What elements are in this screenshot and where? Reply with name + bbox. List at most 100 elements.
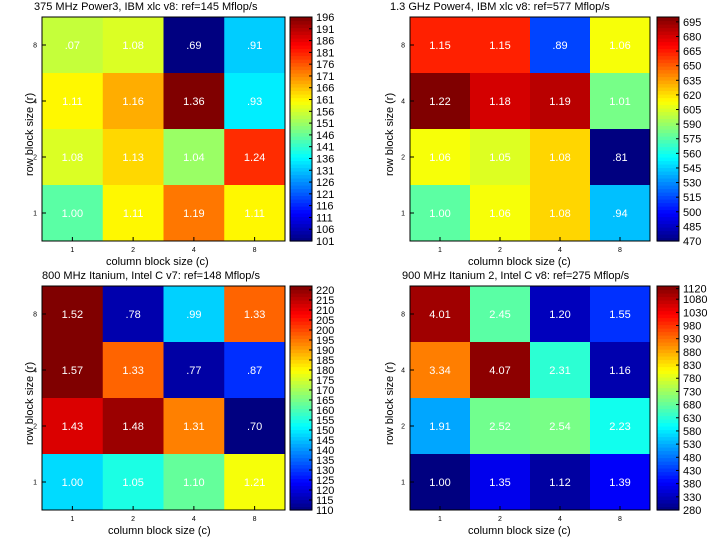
colorbar-strip <box>290 38 312 43</box>
colorbar-tick-label: 166 <box>316 83 334 95</box>
colorbar-strip <box>657 125 679 130</box>
heatmap-cell <box>530 398 591 455</box>
colorbar-tick-label: 620 <box>683 90 701 102</box>
colorbar-strip <box>290 352 312 357</box>
heatmap-cell <box>590 398 651 455</box>
cell-label: 1.16 <box>609 365 630 377</box>
heatmap-cell <box>102 73 164 130</box>
cell-label: 1.00 <box>62 477 83 489</box>
colorbar-strip <box>657 387 679 392</box>
colorbar-strip <box>290 73 312 78</box>
heatmap-cell <box>102 342 164 399</box>
colorbar-strip <box>657 338 679 343</box>
colorbar-strip <box>290 27 312 32</box>
heatmap-cell <box>470 17 531 74</box>
colorbar-tick-label: 176 <box>316 59 334 71</box>
heatmap-cell <box>42 398 104 455</box>
colorbar-strip <box>290 391 312 396</box>
colorbar-tick-label: 830 <box>683 360 701 372</box>
x-tick-label: 2 <box>498 247 502 254</box>
colorbar-strip <box>290 286 312 291</box>
heatmap-cell <box>530 73 591 130</box>
colorbar-tick-label: 180 <box>316 365 334 377</box>
colorbar-strip <box>657 45 679 50</box>
heatmap-cell <box>530 454 591 511</box>
colorbar-tick-label: 780 <box>683 373 701 385</box>
colorbar-strip <box>290 202 312 207</box>
colorbar-strip <box>657 408 679 413</box>
colorbar-tick-label: 140 <box>316 445 334 457</box>
colorbar-strip <box>290 69 312 74</box>
x-tick-label: 4 <box>558 516 562 523</box>
colorbar-strip <box>657 52 679 57</box>
x-tick-label: 8 <box>618 247 622 254</box>
colorbar-strip <box>290 150 312 155</box>
colorbar-strip <box>657 464 679 469</box>
colorbar-frame <box>656 285 680 511</box>
colorbar-tick-label: 560 <box>683 148 701 160</box>
colorbar-strip <box>657 17 679 22</box>
colorbar-strip <box>290 499 312 504</box>
colorbar-tick-label: 215 <box>316 295 334 307</box>
colorbar-strip <box>657 489 679 494</box>
colorbar-strip <box>657 55 679 60</box>
colorbar-strip <box>290 331 312 336</box>
colorbar-strip <box>657 157 679 162</box>
colorbar-strip <box>290 398 312 403</box>
heatmap-cell <box>163 185 225 242</box>
heatmap-cell <box>530 342 591 399</box>
heatmap-plot: .07 1.08 .69 .91 1.11 1.16 1.36 .93 1.08 1.13 1.04… <box>33 12 334 254</box>
colorbar-strip <box>657 24 679 29</box>
colorbar-strip <box>290 345 312 350</box>
colorbar-strip <box>290 206 312 211</box>
colorbar-strip <box>290 234 312 239</box>
cell-label: 1.00 <box>62 208 83 220</box>
colorbar-strip <box>290 296 312 301</box>
heatmap-cell <box>410 129 471 186</box>
colorbar-strip <box>657 38 679 43</box>
colorbar-strip <box>657 97 679 102</box>
colorbar-strip <box>657 220 679 225</box>
colorbar-tick-label: 545 <box>683 163 701 175</box>
y-tick-label: 2 <box>401 155 405 162</box>
colorbar-strip <box>290 289 312 294</box>
colorbar-tick-label: 530 <box>683 439 701 451</box>
colorbar-tick-label: 695 <box>683 17 701 29</box>
cell-label: 3.34 <box>429 365 450 377</box>
colorbar-strip <box>657 234 679 239</box>
cell-label: 1.13 <box>122 152 143 164</box>
colorbar-strip <box>657 422 679 427</box>
colorbar-strip <box>657 59 679 64</box>
colorbar-strip <box>657 433 679 438</box>
colorbar-tick-label: 175 <box>316 375 334 387</box>
colorbar-strip <box>290 503 312 508</box>
colorbar-strip <box>290 111 312 116</box>
heatmap-plot: 1.15 1.15 .89 1.06 1.22 1.18 1.19 1.01 1.06 1.05 1… <box>401 16 701 254</box>
heatmap-cell <box>163 286 225 343</box>
colorbar-strip <box>657 324 679 329</box>
colorbar-strip <box>657 143 679 148</box>
cell-label: 1.11 <box>123 208 144 220</box>
colorbar-strip <box>290 387 312 392</box>
cell-label: 1.21 <box>244 477 265 489</box>
cell-label: 1.22 <box>429 96 450 108</box>
colorbar-tick-label: 1080 <box>683 294 707 306</box>
cell-label: .69 <box>186 40 201 52</box>
x-tick-label: 8 <box>253 247 257 254</box>
colorbar-tick-label: 135 <box>316 455 334 467</box>
heatmap-cell <box>530 185 591 242</box>
colorbar-strip <box>657 94 679 99</box>
colorbar-tick-label: 156 <box>316 106 334 118</box>
heatmap-cell <box>102 454 164 511</box>
colorbar-strip <box>290 373 312 378</box>
heatmap-cell <box>102 129 164 186</box>
cell-label: 1.57 <box>62 365 83 377</box>
colorbar-strip <box>657 136 679 141</box>
colorbar-tick-label: 430 <box>683 465 701 477</box>
colorbar-strip <box>657 209 679 214</box>
colorbar-tick-label: 530 <box>683 178 701 190</box>
colorbar-strip <box>657 461 679 466</box>
colorbar-strip <box>657 192 679 197</box>
colorbar-strip <box>657 440 679 445</box>
heatmap-cell <box>224 398 286 455</box>
